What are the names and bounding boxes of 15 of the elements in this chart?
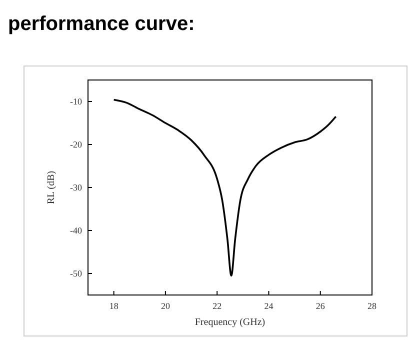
x-tick-label: 22	[212, 301, 222, 311]
y-axis-title: RL (dB)	[46, 170, 57, 204]
y-tick-label: -20	[70, 140, 82, 150]
y-tick-label: -40	[70, 226, 82, 236]
x-tick-label: 28	[368, 301, 377, 311]
x-tick-label: 24	[264, 301, 274, 311]
x-tick-label: 20	[160, 301, 170, 311]
x-axis-title: Frequency (GHz)	[194, 317, 266, 328]
y-tick-label: -10	[70, 96, 82, 106]
x-tick-label: 26	[316, 301, 326, 311]
y-tick-label: -30	[70, 182, 82, 192]
x-tick-label: 18	[109, 301, 119, 311]
chart-title: performance curve:	[8, 13, 195, 35]
y-tick-label: -50	[70, 268, 82, 278]
line-series	[112, 98, 337, 277]
